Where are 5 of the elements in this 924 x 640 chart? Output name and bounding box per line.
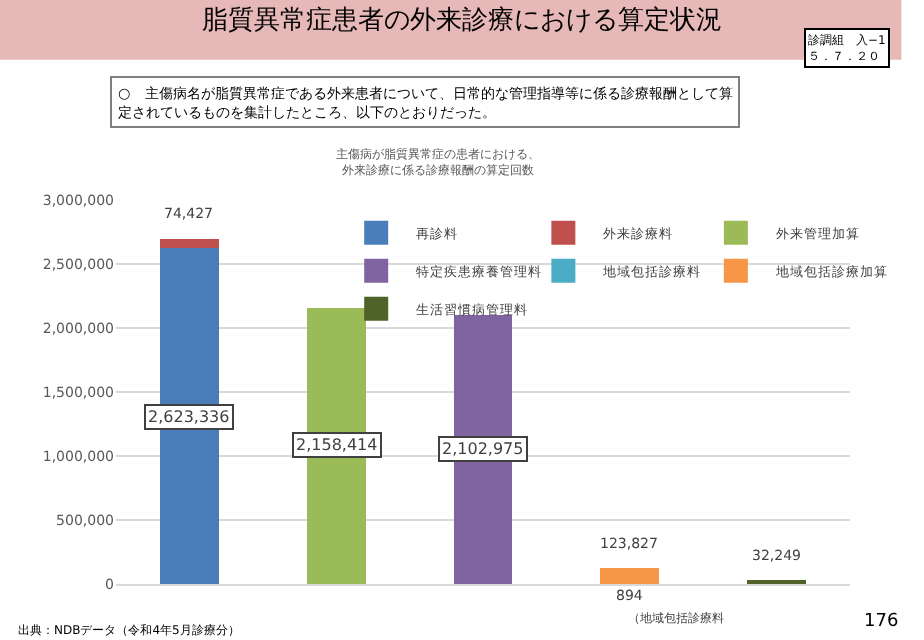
data-label: 2,623,336 xyxy=(148,408,230,426)
chart-title: 脂質異常症患者の外来診療における算定状況 xyxy=(202,5,722,36)
data-label: 2,158,414 xyxy=(296,436,378,454)
data-label: 2,102,975 xyxy=(442,440,524,458)
text: 176 xyxy=(864,612,899,632)
